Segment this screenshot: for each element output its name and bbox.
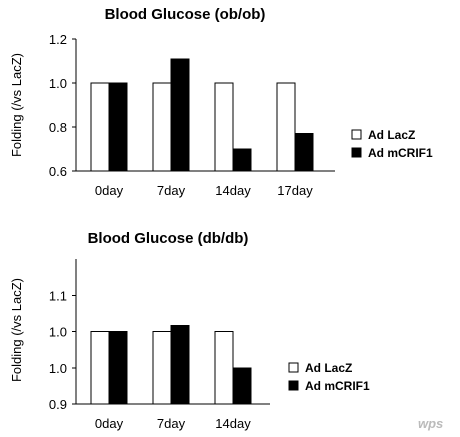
bar-lacz-17day (276, 82, 296, 172)
bar-lacz-0day (90, 331, 110, 405)
chart-ob-ob: Blood Glucose (ob/ob) Folding (/vs LacZ)… (9, 6, 433, 198)
y-axis-label: Folding (/vs LacZ) (9, 53, 24, 157)
y-tick-label: 1.2 (49, 32, 67, 47)
x-tick-label: 7day (157, 183, 186, 198)
y-tick-label: 1.0 (49, 361, 67, 376)
legend-swatch-mcrif1 (351, 147, 362, 158)
x-tick-label: 17day (277, 183, 313, 198)
y-tick-label: 0.8 (49, 120, 67, 135)
chart-title: Blood Glucose (db/db) (88, 230, 249, 247)
bar-mcrif1-17day (294, 133, 314, 172)
chart-db-db: Blood Glucose (db/db) Folding (/vs LacZ)… (9, 230, 370, 431)
y-tick-label: 1.0 (49, 76, 67, 91)
legend-swatch-mcrif1 (288, 380, 299, 391)
bar-mcrif1-7day (170, 325, 190, 405)
y-tick-label: 1.0 (49, 325, 67, 340)
y-tick-label: 0.9 (49, 397, 67, 412)
bar-lacz-0day (90, 82, 110, 172)
legend: Ad LacZ Ad mCRIF1 (351, 128, 433, 160)
x-tick-label: 14day (215, 183, 251, 198)
x-tick-label: 7day (157, 416, 186, 431)
x-tick-label: 0day (95, 416, 124, 431)
x-tick-label: 14day (215, 416, 251, 431)
bar-mcrif1-0day (108, 331, 128, 405)
legend-label-lacz: Ad LacZ (305, 361, 352, 375)
bar-mcrif1-0day (108, 82, 128, 172)
y-tick-label: 1.1 (49, 288, 67, 303)
bar-lacz-14day (214, 331, 234, 405)
legend-label-mcrif1: Ad mCRIF1 (305, 379, 370, 393)
legend-swatch-lacz (288, 362, 299, 373)
bar-mcrif1-14day (232, 148, 252, 172)
bar-lacz-7day (152, 82, 172, 172)
bar-lacz-7day (152, 331, 172, 405)
x-tick-label: 0day (95, 183, 124, 198)
bar-mcrif1-14day (232, 367, 252, 405)
y-axis-label: Folding (/vs LacZ) (9, 278, 24, 382)
legend: Ad LacZ Ad mCRIF1 (288, 361, 370, 393)
chart-title: Blood Glucose (ob/ob) (105, 6, 266, 23)
bar-lacz-14day (214, 82, 234, 172)
legend-label-lacz: Ad LacZ (368, 128, 415, 142)
y-tick-label: 0.6 (49, 164, 67, 179)
legend-label-mcrif1: Ad mCRIF1 (368, 146, 433, 160)
legend-swatch-lacz (351, 129, 362, 140)
wps-watermark: wps (418, 416, 443, 431)
bar-mcrif1-7day (170, 58, 190, 172)
